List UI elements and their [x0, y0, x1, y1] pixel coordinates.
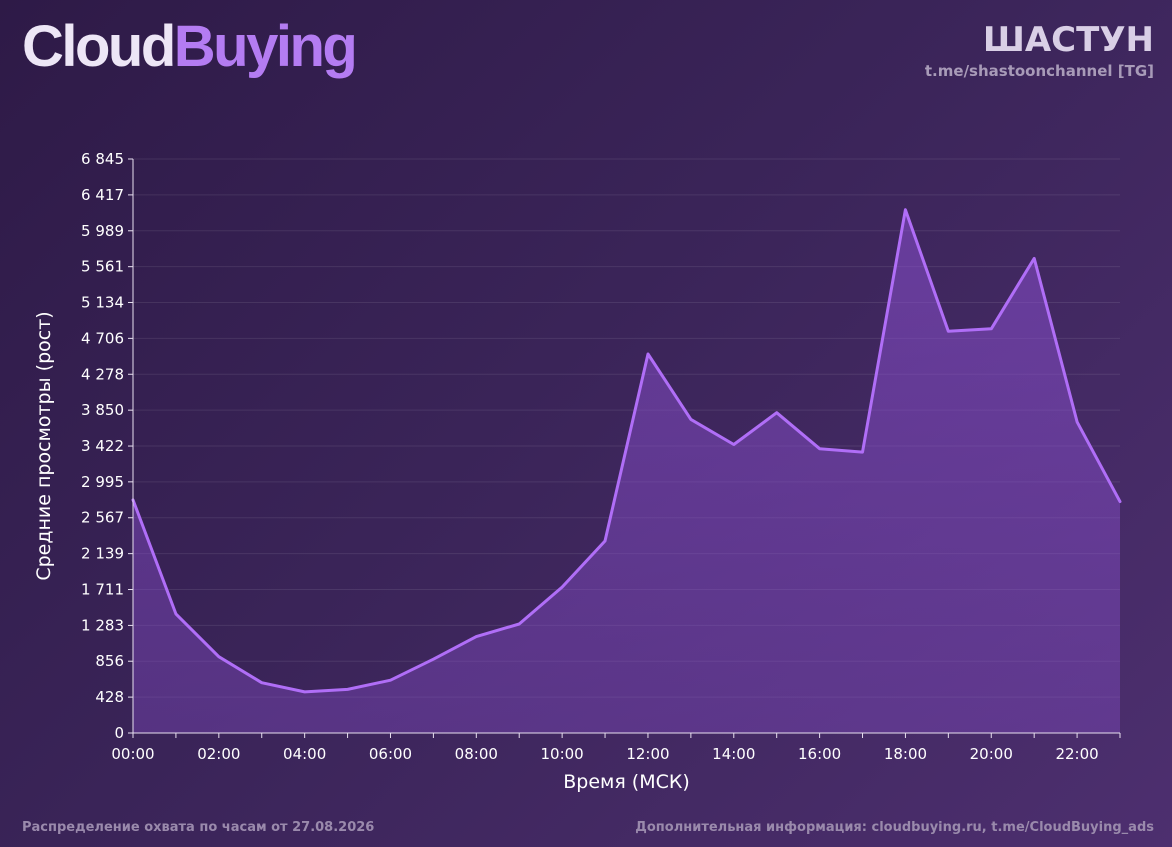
x-tick-label: 04:00 [283, 745, 326, 763]
y-tick-label: 3 422 [81, 437, 124, 455]
y-tick-label: 856 [95, 652, 124, 670]
x-axis-label: Время (МСК) [563, 771, 690, 793]
x-tick-label: 18:00 [884, 745, 927, 763]
footer-description: Распределение охвата по часам от 27.08.2… [22, 820, 375, 835]
series-line [131, 208, 1122, 694]
y-tick-label: 1 283 [81, 616, 124, 634]
y-tick-label: 0 [114, 724, 124, 742]
logo-cloud-text: Cloud [22, 14, 176, 79]
channel-name: ШАСТУН [982, 20, 1154, 60]
series-area [133, 209, 1120, 733]
y-tick-label: 1 711 [81, 581, 124, 599]
x-tick-label: 08:00 [455, 745, 498, 763]
logo-buying-text: Buying [173, 14, 358, 79]
logo: CloudBuying [22, 12, 358, 82]
y-tick-label: 428 [95, 688, 124, 706]
y-tick-label: 3 850 [81, 401, 124, 419]
y-axis-label: Средние просмотры (рост) [33, 311, 55, 580]
x-tick-label: 14:00 [712, 745, 755, 763]
y-tick-label: 2 567 [81, 509, 124, 527]
y-tick-label: 5 989 [81, 222, 124, 240]
y-tick-label: 4 706 [81, 329, 124, 347]
x-tick-label: 22:00 [1055, 745, 1098, 763]
x-tick-label: 20:00 [970, 745, 1013, 763]
x-tick-label: 12:00 [626, 745, 669, 763]
y-tick-label: 4 278 [81, 365, 124, 383]
x-tick-label: 00:00 [111, 745, 154, 763]
y-tick-label: 6 417 [81, 186, 124, 204]
channel-link: t.me/shastoonchannel [TG] [924, 62, 1154, 80]
y-tick-label: 5 134 [81, 293, 124, 311]
x-tick-label: 16:00 [798, 745, 841, 763]
footer-contacts: Дополнительная информация: cloudbuying.r… [635, 820, 1154, 835]
y-tick-label: 6 845 [81, 150, 124, 168]
x-tick-labels: 00:00 02:00 04:00 06:00 08:00 10:00 12:00 14:00… [111, 733, 1121, 763]
y-tick-label: 5 561 [81, 258, 124, 276]
y-tick-label: 2 139 [81, 545, 124, 563]
y-tick-label: 2 995 [81, 473, 124, 491]
channel-info: ШАСТУН t.me/shastoonchannel [TG] [925, 20, 1154, 80]
y-tick-labels: 0 428 856 1 283 1 711 2 139 2 567 2 995 3 422 3 8… [81, 150, 133, 742]
x-tick-label: 02:00 [197, 745, 240, 763]
x-tick-label: 10:00 [541, 745, 584, 763]
x-tick-label: 06:00 [369, 745, 412, 763]
